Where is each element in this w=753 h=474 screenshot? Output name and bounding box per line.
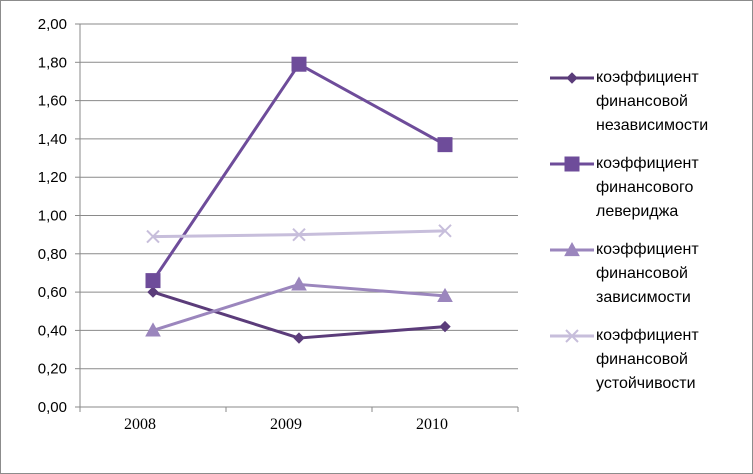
data-point [566,72,578,84]
series-2 [145,276,453,337]
data-point [293,332,305,344]
legend-symbol [550,329,594,343]
legend-item: коэффициент финансового левериджа [548,152,748,238]
legend-label: коэффициент финансовой независимости [596,69,709,134]
y-tick-label: 1,60 [38,93,67,110]
y-tick-labels: 0,00 0,20 0,40 0,60 0,80 1,00 1,20 1,40 1,60 1,80… [38,16,67,416]
data-point [564,156,580,172]
x-tick-label: 2010 [416,416,448,433]
data-point [439,320,451,333]
data-point [145,322,161,337]
axes [75,23,519,412]
series-0 [147,286,451,344]
data-point [565,329,579,343]
data-point [564,241,580,257]
y-tick-label: 0,00 [38,399,67,416]
series-1 [145,56,453,289]
data-point [291,56,307,72]
data-point [437,287,453,303]
legend: коэффициент финансовой независимости коэ… [548,66,748,410]
y-tick-label: 2,00 [38,16,67,33]
legend-symbol [550,241,594,257]
series-line [151,62,446,282]
legend-label: коэффициент финансового левериджа [596,155,699,220]
grid-lines [80,23,518,370]
y-tick-label: 1,80 [38,54,67,71]
data-point [438,224,452,238]
y-tick-label: 0,20 [38,361,67,378]
x-tick-label: 2009 [270,416,302,433]
y-tick-label: 1,20 [38,169,67,186]
y-tick-label: 1,40 [38,131,67,148]
legend-item: коэффициент финансовой устойчивости [548,324,748,410]
y-tick-label: 1,00 [38,208,67,225]
legend-item: коэффициент финансовой зависимости [548,238,748,324]
data-point [437,137,453,153]
data-point [291,276,307,291]
x-tick-labels: 2008 2009 2010 [124,416,448,433]
legend-symbol [550,72,594,84]
data-point [147,286,159,298]
data-point [292,227,306,242]
y-tick-label: 0,60 [38,284,67,301]
x-tick-label: 2008 [124,416,156,433]
legend-label: коэффициент финансовой устойчивости [596,327,699,392]
legend-item: коэффициент финансовой независимости [548,66,748,152]
data-point [145,273,161,289]
legend-label: коэффициент финансовой зависимости [596,241,699,306]
y-tick-label: 0,40 [38,322,67,339]
y-tick-label: 0,80 [38,246,67,263]
legend-symbol [550,156,594,172]
data-point [146,229,160,244]
series-3 [146,224,452,244]
series-group [145,56,453,344]
